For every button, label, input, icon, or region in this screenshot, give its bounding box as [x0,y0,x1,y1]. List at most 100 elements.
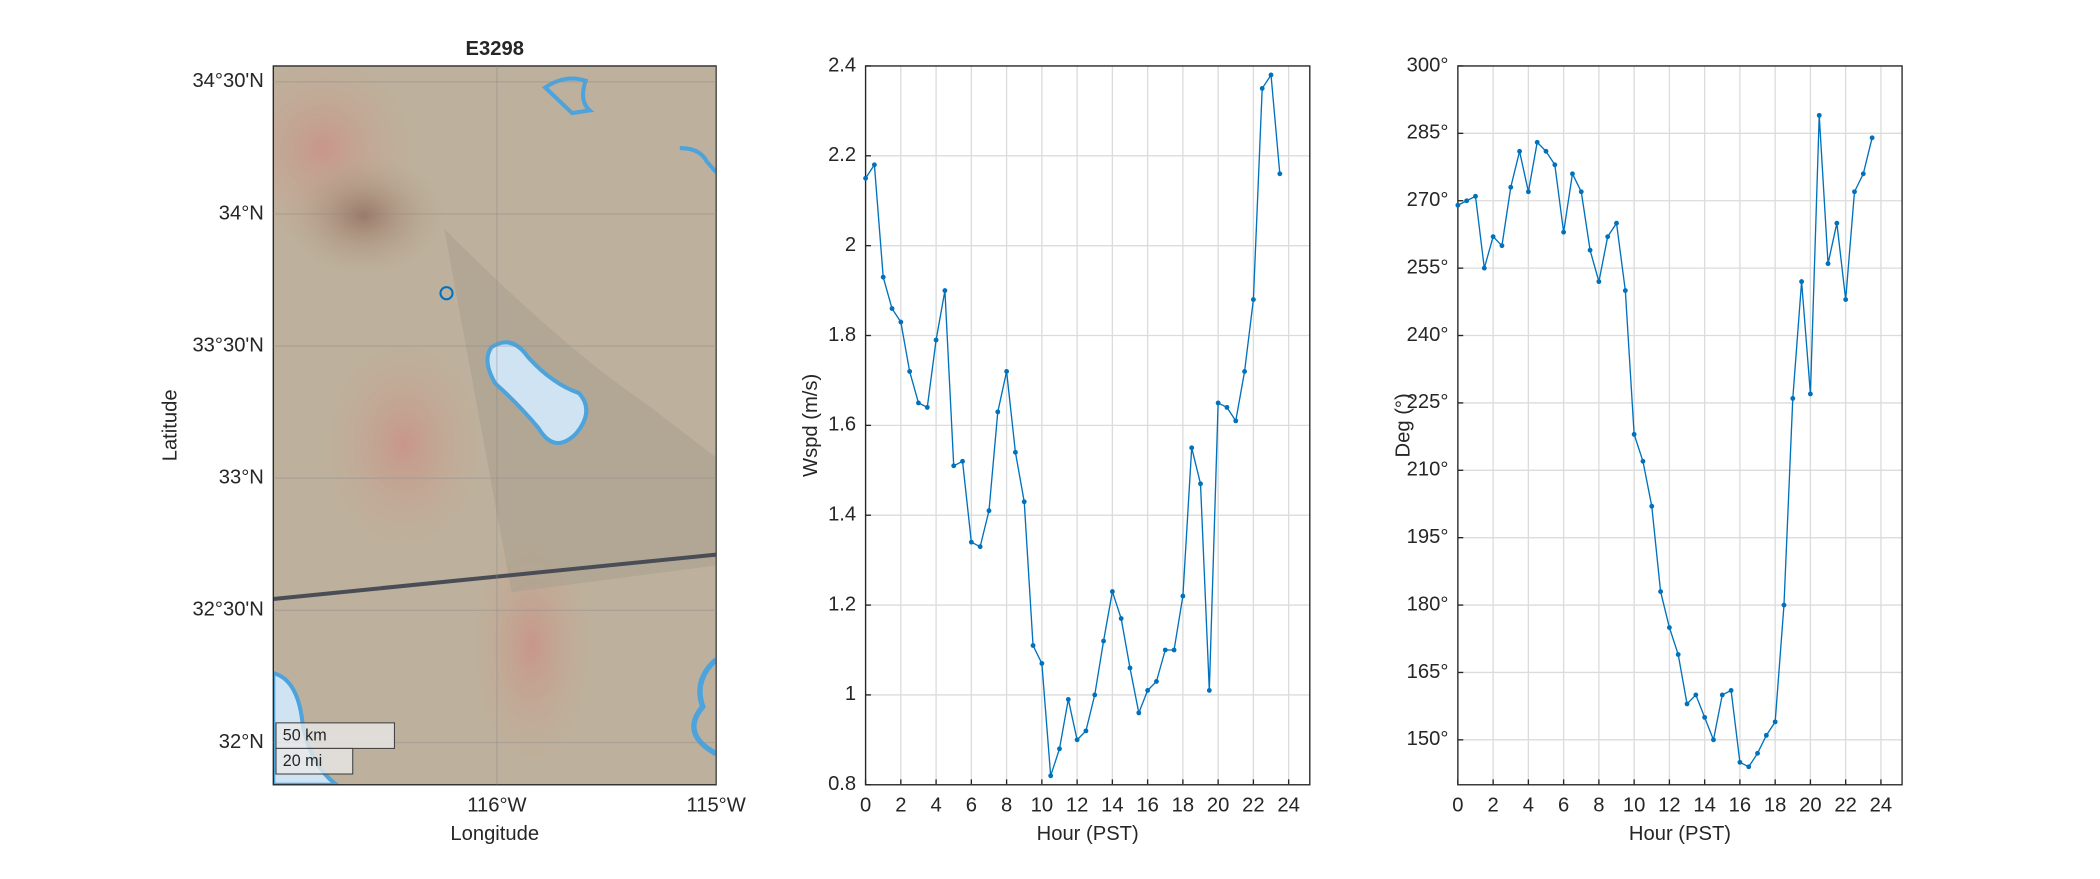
data-point [1021,499,1027,505]
data-point [1145,688,1151,693]
data-point [1570,171,1575,177]
y-tick-label: 2.4 [828,54,856,76]
data-point [1834,220,1840,226]
x-tick-label: 22 [1834,795,1856,817]
data-point [1118,616,1124,621]
data-point [1737,759,1743,765]
data-point [1640,458,1646,464]
y-tick-label: 0.8 [828,773,856,795]
data-point [1587,247,1593,253]
data-point [1250,297,1256,302]
data-point [1807,391,1813,397]
data-point [863,175,869,181]
data-point [1799,279,1805,285]
data-point [1092,692,1098,698]
x-tick-label: 18 [1764,795,1786,817]
data-point [1136,710,1142,716]
data-point [1666,625,1672,630]
plot-frame [1457,65,1903,786]
data-point [1816,112,1822,118]
data-point [1711,737,1716,743]
data-point [1162,647,1168,653]
data-point [1233,418,1239,424]
data-point [1631,431,1637,437]
data-point [1101,638,1106,644]
data-point [889,306,895,311]
x-tick-label: 116°W [467,795,526,817]
y-tick-label: 240° [1407,324,1449,346]
data-point [1499,243,1505,249]
x-tick-label: 6 [966,795,977,817]
data-point [924,404,930,410]
y-axis-label: Deg (°) [1392,393,1414,457]
data-point [916,400,921,406]
y-tick-label: 2 [845,234,856,256]
y-tick-label: 34°N [219,202,264,224]
data-line [865,72,1281,776]
data-point [1543,148,1549,154]
x-tick-label: 14 [1101,795,1123,817]
x-tick-label: 24 [1870,795,1892,817]
map-basemap [273,65,717,785]
x-tick-label: 4 [1523,795,1534,817]
x-tick-label: 4 [930,795,941,817]
data-point [1198,481,1203,487]
y-tick-label: 195° [1407,526,1449,548]
x-tick-label: 0 [1452,795,1463,817]
x-tick-label: 8 [1593,795,1604,817]
data-point [1189,445,1195,451]
data-point [1481,265,1487,271]
data-point [1614,220,1619,226]
x-tick-label: 12 [1066,795,1088,817]
data-point [1675,652,1681,657]
data-point [1490,234,1496,240]
data-point [1719,692,1725,698]
map-frame [272,65,717,786]
y-tick-label: 285° [1407,122,1449,144]
scale-bar-label: 20 mi [283,752,322,770]
data-point [1825,261,1831,267]
data-point [1464,198,1470,204]
data-point [1154,679,1159,684]
data-point [1781,602,1787,608]
y-tick-label: 2.2 [828,144,856,166]
x-tick-label: 8 [1001,795,1012,817]
data-point [1649,503,1655,509]
data-point [951,463,957,469]
data-point [1508,184,1514,190]
data-point [986,508,992,514]
data-point [880,274,886,280]
y-tick-label: 1.6 [828,414,856,436]
y-tick-label: 1 [845,683,856,705]
data-point [1702,714,1708,720]
data-point [898,319,904,325]
data-point [1552,162,1558,168]
data-point [1534,139,1540,145]
y-tick-label: 1.4 [828,504,856,526]
y-tick-label: 165° [1407,661,1449,683]
data-point [1525,189,1531,195]
data-point [1605,234,1611,240]
y-tick-label: 255° [1407,256,1449,278]
x-tick-label: 6 [1558,795,1569,817]
data-point [1790,395,1796,401]
data-point [1869,135,1875,141]
data-point [1596,279,1602,285]
x-axis-label: Hour (PST) [1037,823,1139,845]
y-tick-label: 1.2 [828,593,856,615]
data-point [1693,692,1699,698]
data-point [1772,719,1778,725]
scale-bar-km [275,722,395,749]
data-point [942,288,948,294]
y-tick-label: 1.8 [828,324,856,346]
data-point [1224,404,1230,410]
data-point [1215,400,1221,406]
data-point [1206,688,1212,693]
data-point [1658,589,1664,595]
data-point [1127,665,1133,671]
x-tick-label: 16 [1729,795,1751,817]
x-tick-label: 0 [860,795,871,817]
data-point [1860,171,1866,177]
data-point [1030,643,1036,648]
